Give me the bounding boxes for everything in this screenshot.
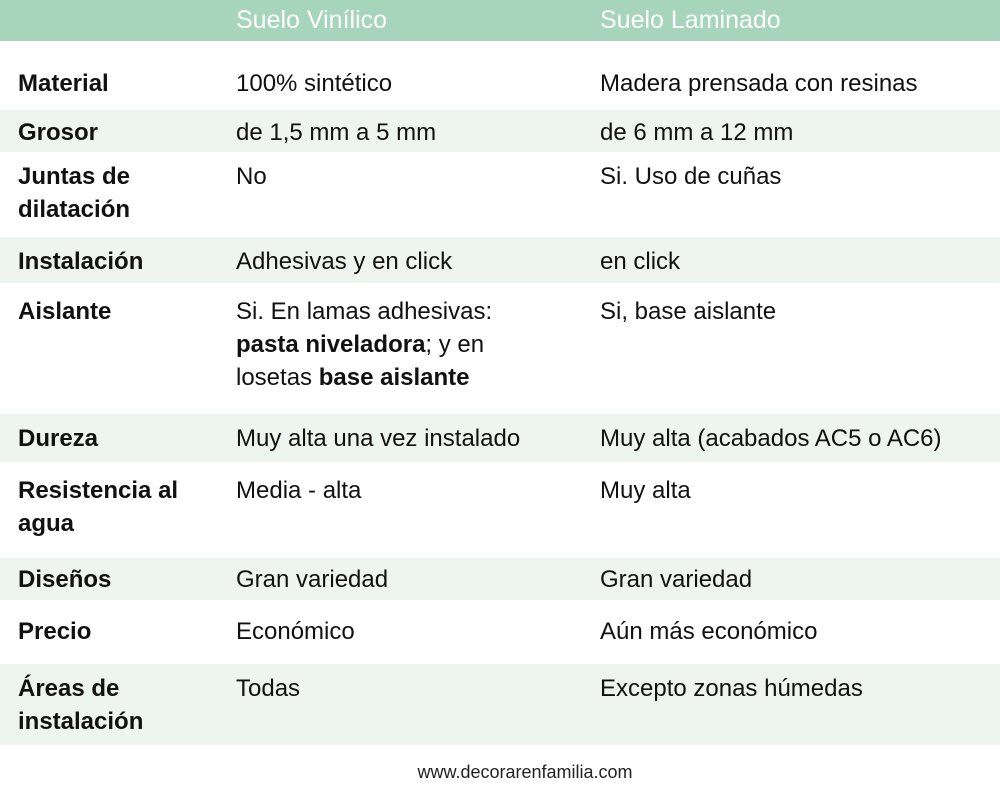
source-url: www.decorarenfamilia.com [417,762,633,782]
cell-vinilico: Si. En lamas adhesivas: pasta niveladora… [236,295,536,394]
table-row: Grosor de 1,5 mm a 5 mm de 6 mm a 12 mm [0,110,1000,152]
table-row: Diseños Gran variedad Gran variedad [0,558,1000,600]
cell-vinilico: Económico [236,618,355,645]
cell-laminado: Si. Uso de cuñas [600,163,782,190]
cell-laminado: Excepto zonas húmedas [600,675,863,702]
row-label: Dureza [18,425,99,452]
table-row: Áreas de instalación Todas Excepto zonas… [0,664,1000,745]
row-label: Grosor [18,119,99,146]
cell-vinilico: Muy alta una vez instalado [236,425,521,452]
cell-laminado: Madera prensada con resinas [600,70,918,97]
cell-vinilico: No [236,163,267,190]
cell-laminado: Muy alta [600,477,691,504]
cell-laminado: Gran variedad [600,566,753,593]
bold-text: base aislante [318,364,470,391]
cell-vinilico: Todas [236,675,301,702]
row-label: Resistencia al agua [18,477,179,537]
table-row: Aislante Si. En lamas adhesivas: pasta n… [0,283,1000,414]
cell-laminado: Aún más económico [600,618,818,645]
row-label: Áreas de instalación [18,675,144,735]
table-row: Material 100% sintético Madera prensada … [0,41,1000,110]
table-row: Juntas de dilatación No Si. Uso de cuñas [0,152,1000,237]
cell-vinilico: Adhesivas y en click [236,248,453,275]
table-header: Suelo Vinílico Suelo Laminado [0,0,1000,41]
header-vinilico: Suelo Vinílico [236,6,388,34]
row-label: Material [18,70,109,97]
cell-vinilico: 100% sintético [236,70,393,97]
table-row: Dureza Muy alta una vez instalado Muy al… [0,414,1000,462]
table-row: Instalación Adhesivas y en click en clic… [0,237,1000,283]
row-label: Aislante [18,298,112,325]
bold-text: pasta niveladora [236,331,426,358]
row-label: Diseños [18,566,112,593]
cell-laminado: Muy alta (acabados AC5 o AC6) [600,425,942,452]
table-row: Precio Económico Aún más económico [0,600,1000,664]
header-laminado: Suelo Laminado [600,6,781,34]
cell-laminado: en click [600,248,681,275]
text: Si. En lamas adhesivas: [236,298,493,325]
cell-vinilico: Media - alta [236,477,362,504]
cell-laminado: Si, base aislante [600,298,777,325]
cell-vinilico: de 1,5 mm a 5 mm [236,119,437,146]
row-label: Precio [18,618,92,645]
cell-vinilico: Gran variedad [236,566,389,593]
table-row: Resistencia al agua Media - alta Muy alt… [0,462,1000,558]
row-label: Instalación [18,248,144,275]
text: ; y en losetas [236,331,485,391]
cell-laminado: de 6 mm a 12 mm [600,119,794,146]
row-label: Juntas de dilatación [18,163,131,223]
